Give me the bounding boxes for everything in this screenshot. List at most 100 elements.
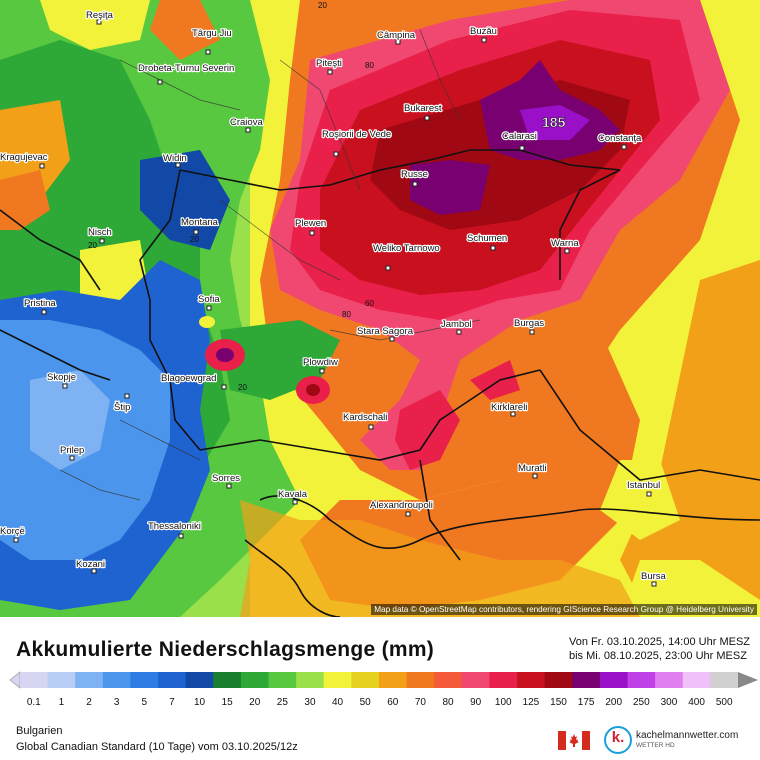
city-label: Thessaloniki xyxy=(148,521,201,532)
city-marker: Bukarest xyxy=(403,102,443,121)
city-label: Alexandroupoli xyxy=(370,500,433,511)
scale-tick-label: 5 xyxy=(141,697,148,708)
kachelmann-logo[interactable]: k. kachelmannwetter.com WETTER HD xyxy=(604,726,754,756)
scale-swatch xyxy=(710,672,739,688)
city-marker: Blagoewgrad xyxy=(160,372,227,390)
scale-tick-label: 0.1 xyxy=(26,697,41,708)
city-marker: Roşiorii de Vede xyxy=(321,128,392,157)
city-marker: Câmpina xyxy=(376,29,417,45)
kachelmann-logo-icon xyxy=(604,726,632,754)
scale-tick-label: 175 xyxy=(577,697,595,708)
scale-tick-label: 250 xyxy=(633,697,650,708)
city-label: Câmpina xyxy=(377,30,416,41)
logo-subtitle: WETTER HD xyxy=(636,742,675,749)
city-label: Korçë xyxy=(0,526,25,537)
scale-swatch xyxy=(296,672,325,688)
city-marker: Thessaloniki xyxy=(147,520,202,539)
precipitation-map: 185 20 80 20 20 60 80 20 Reşiţa Târgu Ji… xyxy=(0,0,760,617)
color-scale-bar xyxy=(10,671,758,689)
city-marker: Plewen xyxy=(294,217,327,236)
city-label: Târgu Jiu xyxy=(192,28,232,39)
city-label: Bukarest xyxy=(404,103,442,114)
contour-label: 80 xyxy=(342,310,351,319)
scale-swatch xyxy=(517,672,546,688)
period-end: bis Mi. 08.10.2025, 23:00 Uhr MESZ xyxy=(569,650,747,662)
region-label: Bulgarien xyxy=(16,725,63,737)
city-label: Montana xyxy=(181,217,219,228)
canada-flag-icon xyxy=(558,731,590,750)
scale-swatch xyxy=(20,672,49,688)
scale-swatch xyxy=(406,672,435,688)
city-marker: Kirklareli xyxy=(490,401,529,417)
city-label: Skopje xyxy=(47,372,76,383)
city-marker: Widin xyxy=(162,152,188,168)
city-label: Blagoewgrad xyxy=(161,373,216,384)
scale-swatch xyxy=(572,672,601,688)
max-value-label: 185 xyxy=(542,114,566,130)
city-marker: Štip xyxy=(113,393,132,414)
city-marker: Pristina xyxy=(23,297,58,315)
scale-swatch xyxy=(102,672,131,688)
logo-letter-icon: k. xyxy=(611,729,625,746)
scale-swatch xyxy=(655,672,684,688)
scale-tick-label: 80 xyxy=(442,697,454,708)
scale-swatch xyxy=(627,672,656,688)
scale-swatch xyxy=(351,672,380,688)
city-label: Stara Sagora xyxy=(357,326,414,337)
scale-tick-label: 150 xyxy=(550,697,567,708)
scale-arrow-right xyxy=(738,672,758,688)
scale-tick-label: 125 xyxy=(522,697,540,708)
scale-tick-label: 90 xyxy=(470,697,482,708)
city-marker: Kavala xyxy=(277,488,309,505)
scale-tick-label: 1 xyxy=(58,697,65,708)
map-svg: 185 20 80 20 20 60 80 20 Reşiţa Târgu Ji… xyxy=(0,0,760,617)
scale-tick-label: 40 xyxy=(332,697,344,708)
legend-title: Akkumulierte Niederschlagsmenge (mm) xyxy=(16,638,435,661)
city-marker: Nisch xyxy=(87,226,113,244)
scale-tick-label: 200 xyxy=(605,697,623,708)
scale-tick-label: 25 xyxy=(276,697,288,708)
city-label: Štip xyxy=(114,402,130,413)
city-layer: Reşiţa Târgu Jiu Câmpina Buzău Drobeta-T… xyxy=(0,9,668,587)
scale-swatch xyxy=(268,672,297,688)
city-marker: Skopje xyxy=(46,371,77,389)
legend-panel xyxy=(0,617,760,760)
city-label: Sofia xyxy=(198,294,220,305)
city-label: Kirklareli xyxy=(491,402,527,413)
city-marker: Warna xyxy=(550,237,581,254)
scale-tick-label: 100 xyxy=(494,697,512,708)
city-marker: Korçë xyxy=(0,525,26,543)
city-marker: Alexandroupoli xyxy=(369,499,434,517)
scale-tick-label: 50 xyxy=(359,697,371,708)
scale-swatch xyxy=(379,672,408,688)
logo-brand: kachelmannwetter.com xyxy=(636,730,739,741)
city-label: Calarasi xyxy=(502,131,537,142)
scale-tick-label: 15 xyxy=(221,697,233,708)
city-label: Constanţa xyxy=(598,133,642,144)
scale-swatch xyxy=(47,672,76,688)
scale-swatch xyxy=(75,672,104,688)
city-marker: Kragujevac xyxy=(0,151,49,169)
city-label: Craiova xyxy=(230,117,263,128)
city-label: Kardschali xyxy=(343,412,387,423)
scale-tick-label: 300 xyxy=(660,697,678,708)
city-marker: Prilep xyxy=(59,444,85,461)
scale-swatch xyxy=(682,672,711,688)
contour-label: 80 xyxy=(365,61,374,70)
city-label: Kragujevac xyxy=(0,152,48,163)
city-marker: Piteşti xyxy=(315,57,343,75)
city-label: Drobeta-Turnu Severin xyxy=(138,63,234,74)
city-label: Weliko Tarnowo xyxy=(373,243,440,254)
city-marker: Buzău xyxy=(469,25,498,43)
city-marker: Bursa xyxy=(640,570,668,587)
city-marker: Drobeta-Turnu Severin xyxy=(137,62,235,85)
city-label: Schumen xyxy=(467,233,507,244)
city-label: Warna xyxy=(551,238,579,249)
city-label: Nisch xyxy=(88,227,112,238)
city-marker: Istanbul xyxy=(626,479,661,497)
contour-label: 20 xyxy=(88,241,97,250)
city-label: Kozani xyxy=(76,559,105,570)
city-label: Plowdiw xyxy=(303,357,338,368)
city-label: Kavala xyxy=(278,489,308,500)
scale-tick-label: 2 xyxy=(86,697,92,708)
